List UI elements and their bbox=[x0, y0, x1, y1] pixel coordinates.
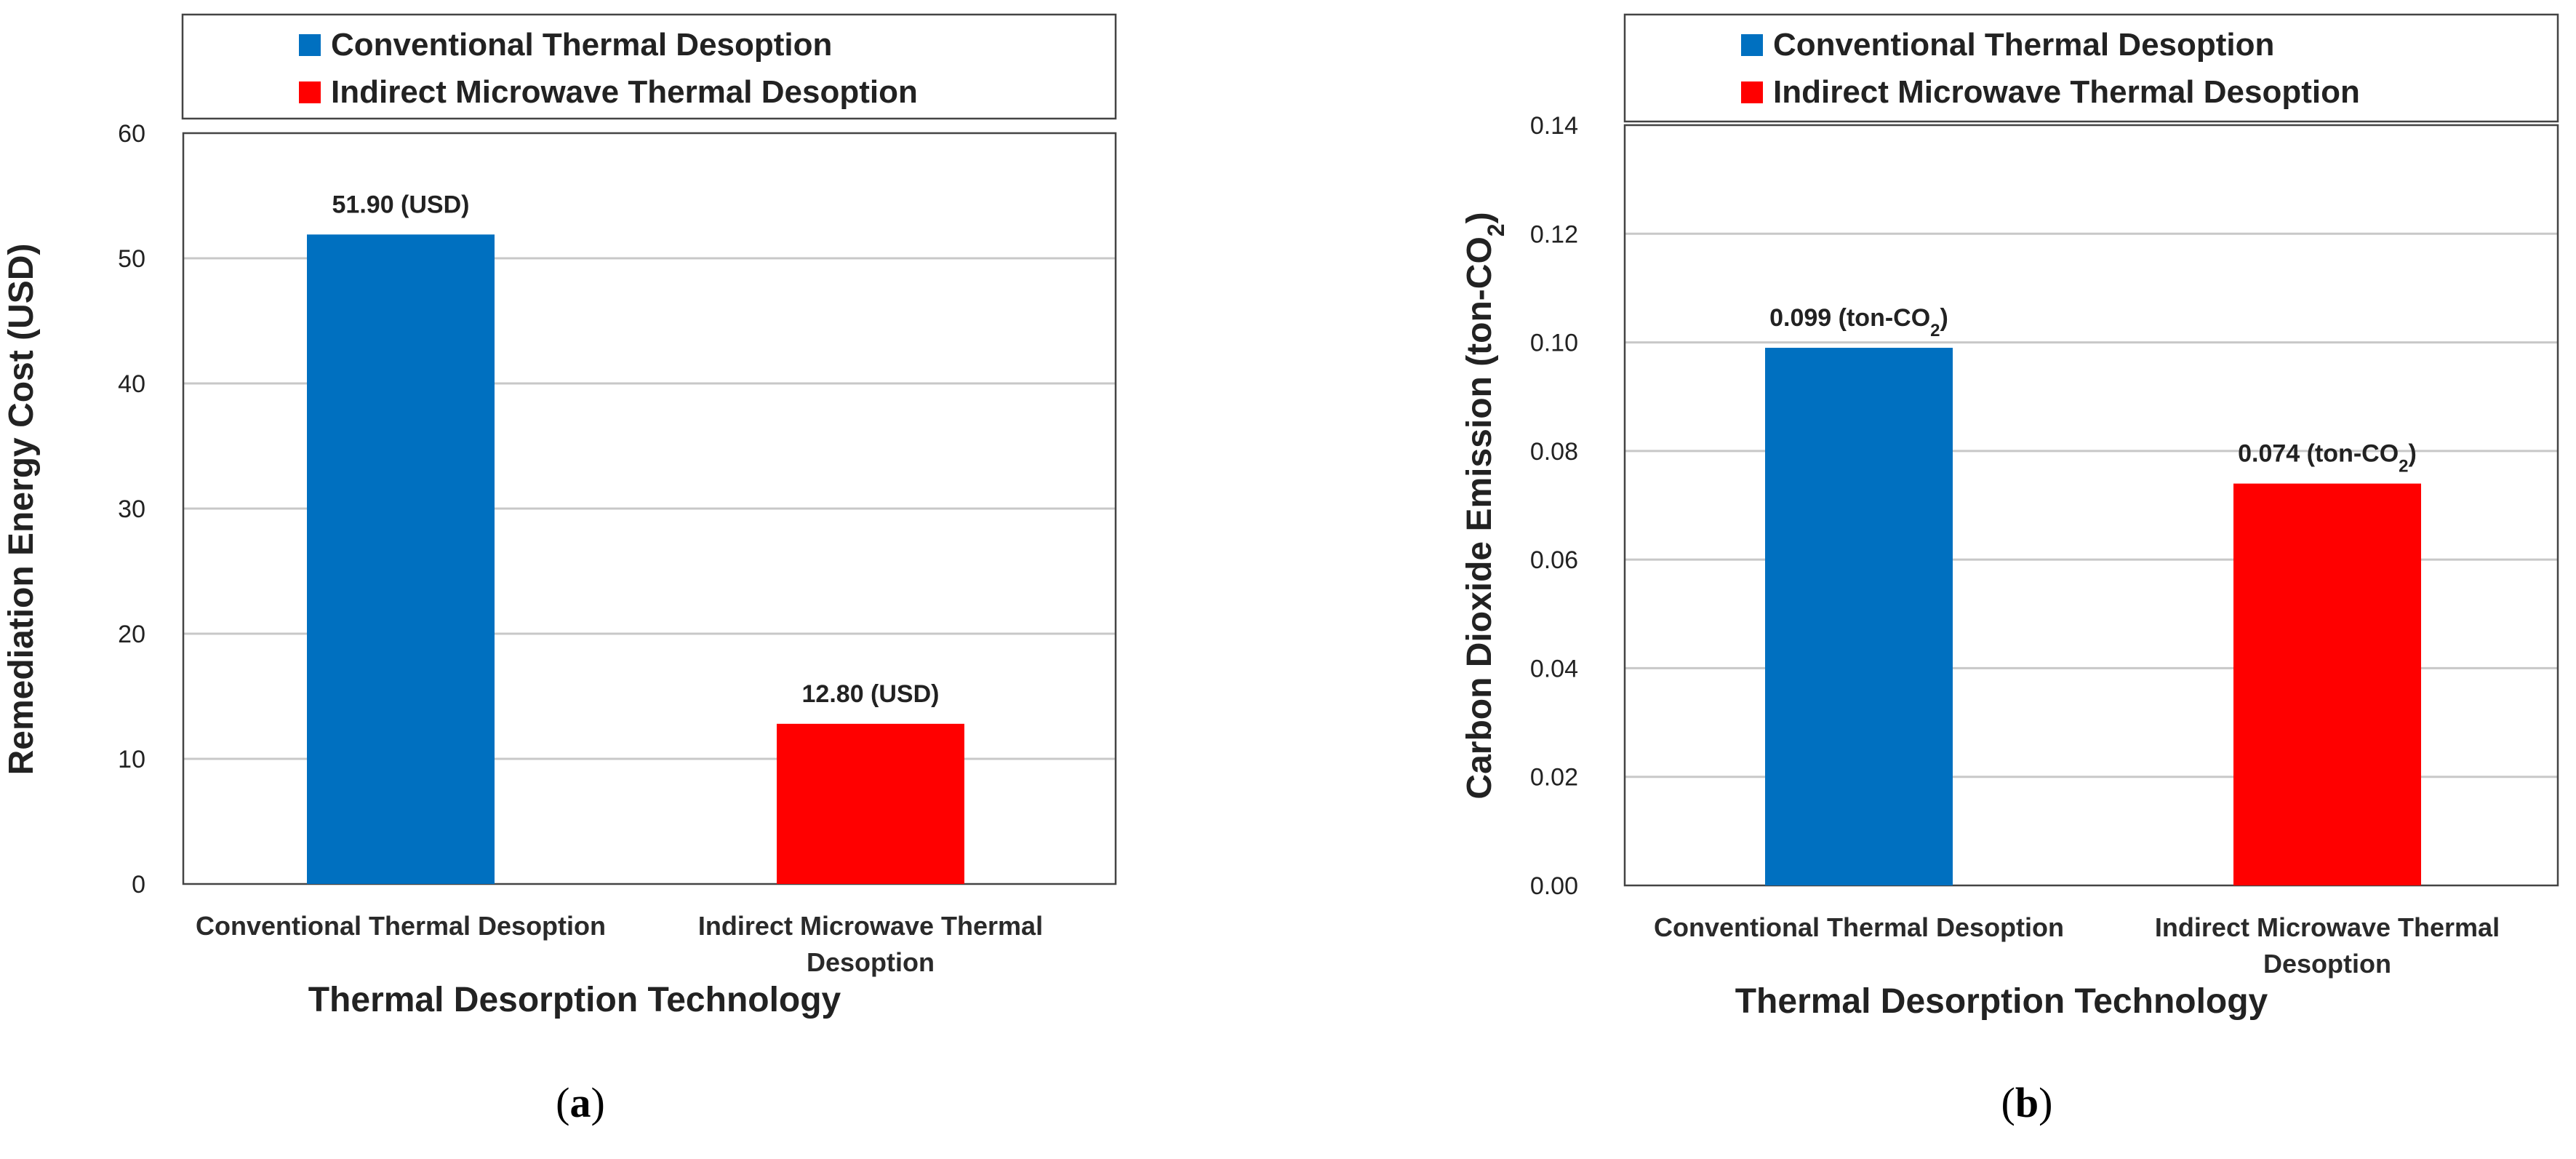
y-tick-label: 40 bbox=[118, 370, 145, 398]
panel-paren: ) bbox=[591, 1079, 605, 1126]
panel-paren: ) bbox=[2039, 1079, 2052, 1126]
data-label-tail: ) bbox=[2409, 440, 2417, 468]
y-tick-label: 0.08 bbox=[1530, 438, 1578, 466]
legend-swatch-2 bbox=[299, 81, 321, 103]
chart-a: 0 10 20 30 40 50 60 51.90 (USD) Conventional The… bbox=[2, 13, 1117, 1126]
legend-box bbox=[1623, 13, 2559, 123]
y-tick-label: 0.06 bbox=[1530, 546, 1578, 574]
x-category-line: Conventional Thermal Desoption bbox=[1654, 912, 2064, 942]
chart-b: 0.00 0.02 0.04 0.06 0.08 0.10 0.12 0.14 0.099 (t… bbox=[1460, 13, 2559, 1126]
data-label-1: 51.90 (USD) bbox=[332, 191, 470, 218]
x-category-line: Indirect Microwave Thermal bbox=[2155, 912, 2500, 942]
data-label-subscript: 2 bbox=[1930, 321, 1940, 340]
panel-label: (b) bbox=[2001, 1079, 2053, 1126]
y-tick-label: 0.00 bbox=[1530, 872, 1578, 900]
panel-letter: b bbox=[2015, 1079, 2039, 1126]
legend-entry-1: Conventional Thermal Desoption bbox=[1773, 27, 2274, 63]
y-tick-label: 60 bbox=[118, 120, 145, 148]
y-tick-label: 30 bbox=[118, 495, 145, 523]
data-label-subscript: 2 bbox=[2399, 456, 2408, 476]
y-tick-label: 0.14 bbox=[1530, 112, 1578, 140]
legend-entry-2: Indirect Microwave Thermal Desoption bbox=[1773, 74, 2360, 110]
legend-swatch-1 bbox=[1741, 34, 1763, 56]
y-tick-label: 10 bbox=[118, 746, 145, 773]
x-category-label-1: Conventional Thermal Desoption bbox=[196, 911, 606, 941]
data-label-text: 12.80 (USD) bbox=[802, 680, 940, 708]
x-category-line: Desoption bbox=[807, 947, 935, 977]
panel-paren: ( bbox=[2001, 1079, 2015, 1126]
y-axis-title: Remediation Energy Cost (USD) bbox=[2, 244, 41, 776]
data-label-tail: ) bbox=[1940, 304, 1948, 332]
x-category-line: Conventional Thermal Desoption bbox=[196, 911, 606, 941]
y-tick-label: 0 bbox=[132, 871, 145, 899]
x-category-label-1: Conventional Thermal Desoption bbox=[1654, 912, 2064, 942]
panel-paren: ( bbox=[556, 1079, 569, 1126]
panel-label: (a) bbox=[556, 1079, 605, 1126]
panel-letter: a bbox=[570, 1079, 591, 1126]
y-tick-label: 0.02 bbox=[1530, 764, 1578, 792]
legend-swatch-1 bbox=[299, 34, 321, 56]
y-axis-title: Carbon Dioxide Emission (ton-CO2) bbox=[1460, 212, 1509, 799]
bar-1 bbox=[307, 234, 495, 884]
legend-entry-1: Conventional Thermal Desoption bbox=[331, 27, 832, 63]
plot-area-frame bbox=[1623, 124, 2559, 887]
legend-swatch-2 bbox=[1741, 81, 1763, 103]
x-axis-title: Thermal Desorption Technology bbox=[1735, 982, 2268, 1021]
x-category-line: Desoption bbox=[2263, 949, 2391, 979]
y-tick-label: 20 bbox=[118, 621, 145, 648]
plot-area-frame bbox=[182, 132, 1117, 885]
y-tick-label: 0.12 bbox=[1530, 220, 1578, 248]
x-category-label-2: Indirect Microwave Thermal Desoption bbox=[2155, 912, 2500, 979]
data-label-2: 12.80 (USD) bbox=[802, 680, 940, 708]
y-axis-title-tail: ) bbox=[1460, 212, 1499, 223]
y-tick-label: 0.04 bbox=[1530, 655, 1578, 682]
bar-2 bbox=[777, 723, 964, 884]
data-label-text: 0.099 (ton-CO bbox=[1769, 304, 1930, 332]
data-label-text: 0.074 (ton-CO bbox=[2238, 440, 2399, 468]
x-axis-title: Thermal Desorption Technology bbox=[308, 981, 841, 1019]
x-category-line: Indirect Microwave Thermal bbox=[698, 911, 1043, 941]
legend-box bbox=[181, 13, 1117, 120]
data-label-2: 0.074 (ton-CO2) bbox=[2238, 440, 2417, 477]
bar-1 bbox=[1765, 348, 1953, 885]
y-tick-label: 50 bbox=[118, 245, 145, 273]
data-label-1: 0.099 (ton-CO2) bbox=[1769, 304, 1948, 340]
y-axis-title-text: Carbon Dioxide Emission (ton-CO bbox=[1460, 236, 1499, 799]
y-axis-title-text: Remediation Energy Cost (USD) bbox=[2, 244, 41, 776]
legend-entry-2: Indirect Microwave Thermal Desoption bbox=[331, 74, 918, 110]
data-label-text: 51.90 (USD) bbox=[332, 191, 470, 218]
x-category-label-2: Indirect Microwave Thermal Desoption bbox=[698, 911, 1043, 977]
bar-2 bbox=[2233, 483, 2421, 885]
y-tick-label: 0.10 bbox=[1530, 330, 1578, 357]
y-axis-title-subscript: 2 bbox=[1483, 223, 1509, 236]
